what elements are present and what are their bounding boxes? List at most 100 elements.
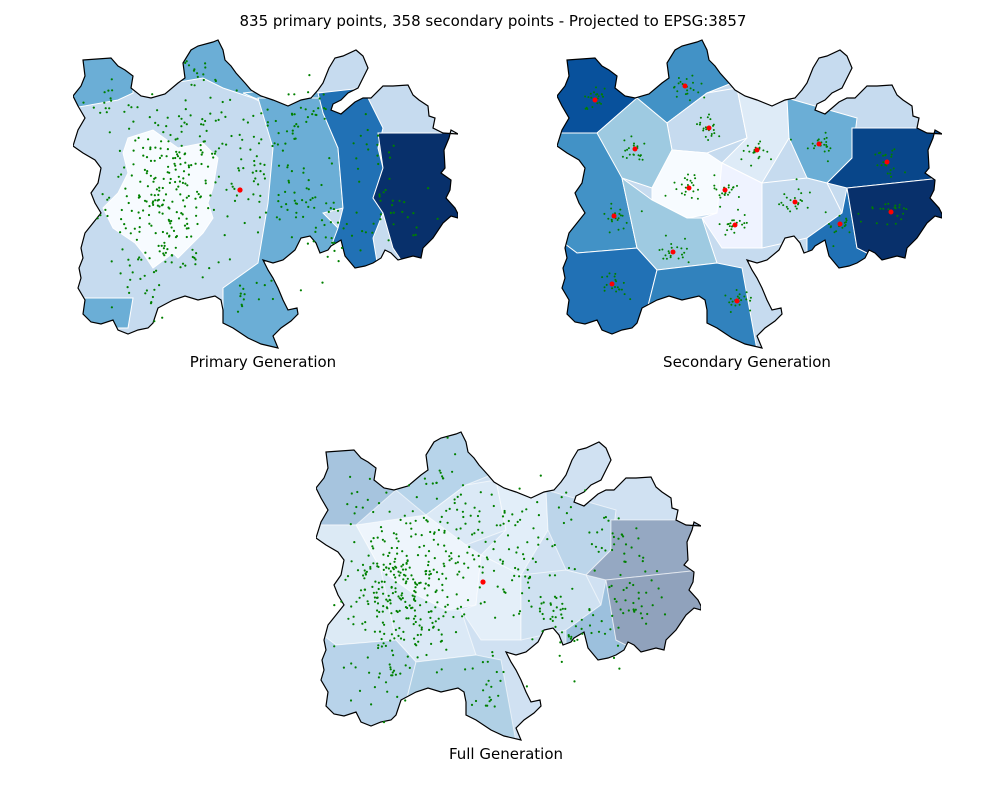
point [371,545,374,548]
point [596,531,599,534]
point [402,578,405,581]
point [745,221,748,224]
point [843,225,846,228]
point [826,160,829,163]
point [710,134,713,137]
point [422,516,425,519]
point [151,201,154,205]
point [193,256,196,259]
point [169,222,172,225]
point [481,571,484,574]
point [128,127,131,130]
point [789,199,792,202]
point [403,638,406,641]
point [625,586,628,589]
point [471,667,474,670]
point [801,200,803,202]
point [422,544,426,547]
point [389,562,392,565]
point [414,615,417,618]
point [158,186,161,189]
point [719,196,722,199]
point [142,146,145,149]
point [383,632,386,635]
point [628,153,631,156]
point [364,573,367,576]
point [519,518,522,521]
point [657,587,660,590]
point [461,615,464,618]
point [728,301,731,304]
point [391,674,394,677]
point [177,115,181,118]
center-point [592,97,598,103]
point [638,554,641,557]
point [347,617,350,620]
point [622,612,625,615]
point [408,566,411,569]
point [808,191,811,194]
point [187,166,191,169]
point [580,627,583,630]
point [103,91,106,94]
point [425,569,428,573]
point [758,155,761,158]
point [167,206,170,209]
point [728,225,731,228]
point [381,538,384,541]
point [541,630,544,633]
point [454,453,457,456]
point [398,574,401,577]
point [398,597,401,600]
point [619,214,622,217]
point [167,165,170,168]
point [147,213,151,217]
point [350,492,353,495]
point [278,218,281,221]
point [356,490,359,494]
point [629,298,632,301]
point [875,222,878,225]
point [669,254,672,257]
point [613,597,616,601]
point [537,514,540,517]
point [444,550,447,553]
point [243,221,246,225]
point [242,118,245,121]
point [553,595,557,598]
point [307,91,310,94]
point [814,144,816,147]
point [397,634,400,637]
point [262,173,265,176]
point [238,169,241,172]
point [317,107,320,110]
point [478,586,481,589]
point [782,204,785,207]
point [565,512,568,515]
point [259,162,262,165]
point [110,99,113,102]
point [496,585,499,588]
point [684,190,687,193]
point [99,111,102,114]
point [614,286,616,288]
point [857,212,860,215]
point [382,553,385,556]
point [179,193,182,196]
point [525,685,528,688]
point [140,258,143,261]
point [427,560,430,563]
point [129,232,132,235]
point [178,151,181,154]
point [673,85,676,88]
point [463,562,466,565]
point [336,221,340,224]
point [825,136,828,139]
point [363,569,366,572]
point [690,181,693,184]
point [382,191,385,194]
point [762,149,765,152]
point [368,671,371,674]
point [108,107,111,110]
point [185,235,188,239]
